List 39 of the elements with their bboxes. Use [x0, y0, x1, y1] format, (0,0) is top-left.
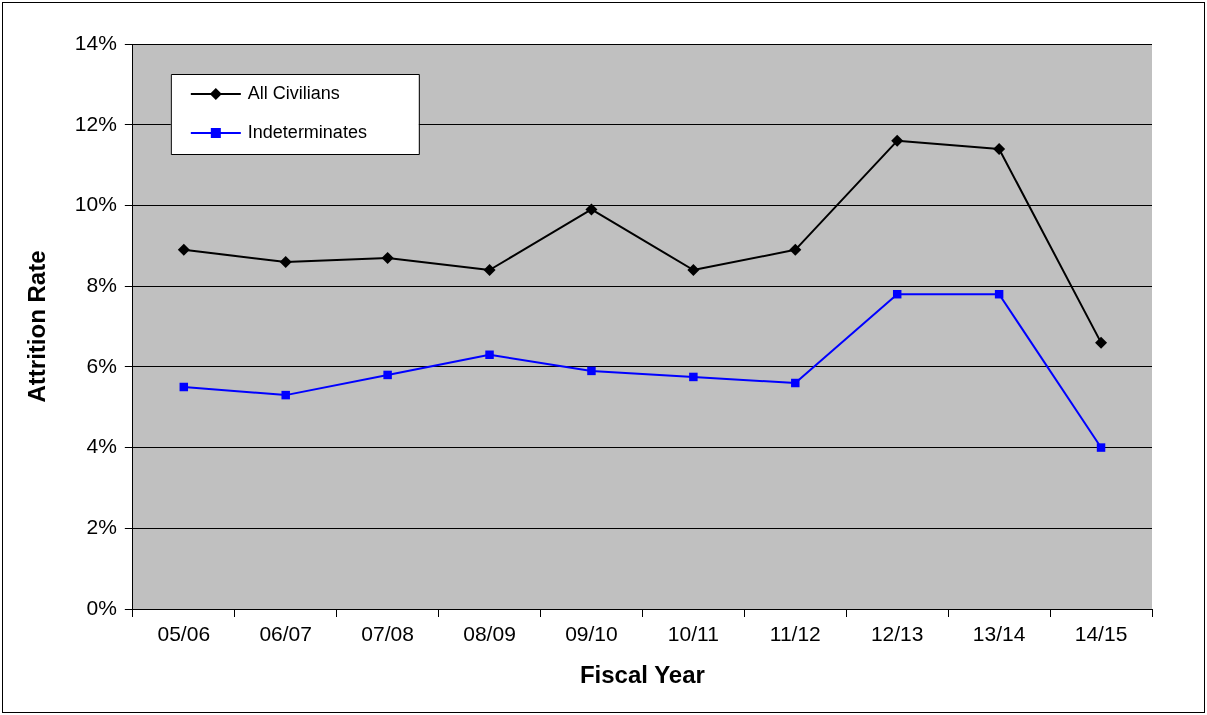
- point: [281, 390, 290, 400]
- point: [791, 378, 800, 388]
- x-axis-title: Fiscal Year: [579, 661, 705, 689]
- point: [993, 142, 1006, 155]
- y-tick-label: 10%: [74, 192, 117, 216]
- x-tick-label: 07/08: [361, 622, 414, 646]
- point: [891, 134, 904, 147]
- y-axis-title: Attrition Rate: [23, 250, 51, 403]
- y-tick-label: 8%: [86, 272, 117, 296]
- x-tick-label: 12/13: [870, 622, 924, 646]
- y-tick-label: 0%: [86, 595, 117, 619]
- x-tick-label: 13/14: [972, 622, 1026, 646]
- point: [383, 370, 392, 380]
- x-tick-label: 09/10: [565, 622, 618, 646]
- point: [279, 255, 292, 268]
- point: [483, 264, 496, 276]
- point: [485, 350, 494, 359]
- point: [689, 372, 698, 382]
- point: [585, 203, 598, 216]
- point: [789, 243, 802, 256]
- y-tick-label: 2%: [86, 515, 117, 539]
- x-tick-label: 10/11: [667, 622, 719, 646]
- point: [587, 366, 596, 376]
- point: [177, 243, 190, 256]
- x-tick-label: 11/12: [769, 622, 821, 646]
- point: [687, 264, 700, 276]
- y-tick-label: 14%: [74, 30, 117, 54]
- y-tick-label: 12%: [74, 111, 117, 135]
- y-tick-label: 6%: [86, 353, 117, 377]
- x-tick-label: 05/06: [157, 622, 211, 646]
- legend-label: Indeterminates: [247, 121, 367, 142]
- point: [1095, 336, 1108, 349]
- y-tick-label: 4%: [86, 434, 117, 458]
- x-tick-label: 08/09: [463, 622, 516, 646]
- point: [1096, 443, 1106, 452]
- x-tick-label: 06/07: [259, 622, 312, 646]
- x-tick-label: 14/15: [1074, 622, 1128, 646]
- legend-label: All Civilians: [247, 82, 340, 103]
- point: [381, 251, 394, 264]
